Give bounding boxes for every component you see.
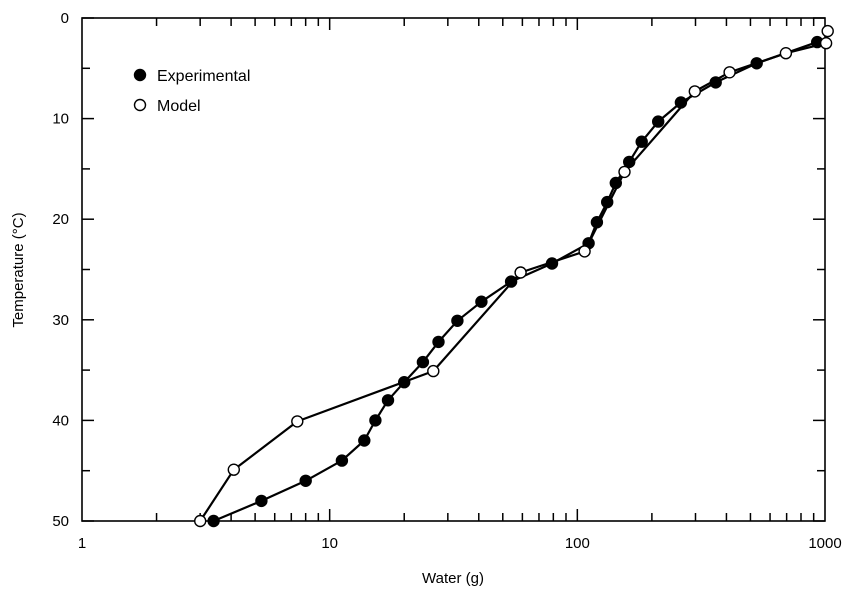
series-points <box>193 24 834 528</box>
data-point-experimental <box>416 355 430 369</box>
data-point-model <box>688 85 701 98</box>
axis-ticks <box>82 17 825 522</box>
data-point-experimental <box>451 314 464 327</box>
legend-marker-experimental <box>133 68 147 82</box>
legend-marker-model <box>133 98 147 112</box>
x-tick-label: 100 <box>565 535 590 552</box>
y-tick-label: 50 <box>52 513 69 530</box>
y-tick-label: 40 <box>52 412 69 429</box>
data-point-experimental <box>590 215 604 229</box>
data-point-experimental <box>381 394 395 407</box>
data-point-model <box>779 47 793 60</box>
y-tick-label: 20 <box>52 211 69 228</box>
data-point-experimental <box>335 454 349 467</box>
data-point-experimental <box>709 76 722 89</box>
data-point-model <box>618 165 631 179</box>
data-point-experimental <box>255 494 268 508</box>
series-lines <box>199 30 829 523</box>
data-point-experimental <box>601 195 614 209</box>
data-point-model <box>193 514 207 528</box>
x-tick-label: 10 <box>321 535 338 552</box>
data-point-experimental <box>609 176 622 190</box>
data-point-experimental <box>207 514 220 528</box>
x-tick-label: 1 <box>78 535 86 552</box>
data-point-model <box>819 37 833 50</box>
axis-tick-labels: 1 10 100 1000 0 10 20 30 40 50 <box>52 10 841 552</box>
data-point-experimental <box>475 295 488 308</box>
plot-frame <box>81 17 826 522</box>
legend-label-model: Model <box>157 98 201 115</box>
data-point-experimental <box>398 376 411 389</box>
data-point-experimental <box>674 96 688 109</box>
y-tick-label: 10 <box>52 111 69 128</box>
y-tick-label: 0 <box>61 10 69 27</box>
y-axis-title: Temperature (°C) <box>10 212 27 327</box>
data-point-model <box>227 463 241 476</box>
y-tick-label: 30 <box>52 312 69 329</box>
data-point-model <box>514 266 527 279</box>
data-point-model <box>427 364 440 378</box>
data-point-experimental <box>369 414 382 427</box>
legend: Experimental Model <box>133 68 250 115</box>
data-point-model <box>291 415 304 428</box>
data-point-experimental <box>504 275 518 288</box>
data-point-experimental <box>750 57 763 70</box>
data-point-experimental <box>635 135 648 148</box>
data-point-experimental <box>545 257 559 270</box>
x-tick-label: 1000 <box>808 535 841 552</box>
data-point-model <box>723 66 736 79</box>
data-point-model <box>821 24 834 38</box>
data-point-model <box>578 245 591 258</box>
series-line-model <box>199 30 829 522</box>
data-point-experimental <box>432 335 445 349</box>
data-point-experimental <box>299 474 312 487</box>
data-point-experimental <box>652 115 665 128</box>
x-axis-title: Water (g) <box>422 570 484 587</box>
legend-label-experimental: Experimental <box>157 68 250 85</box>
data-point-experimental <box>358 434 371 447</box>
data-point-experimental <box>623 155 636 169</box>
